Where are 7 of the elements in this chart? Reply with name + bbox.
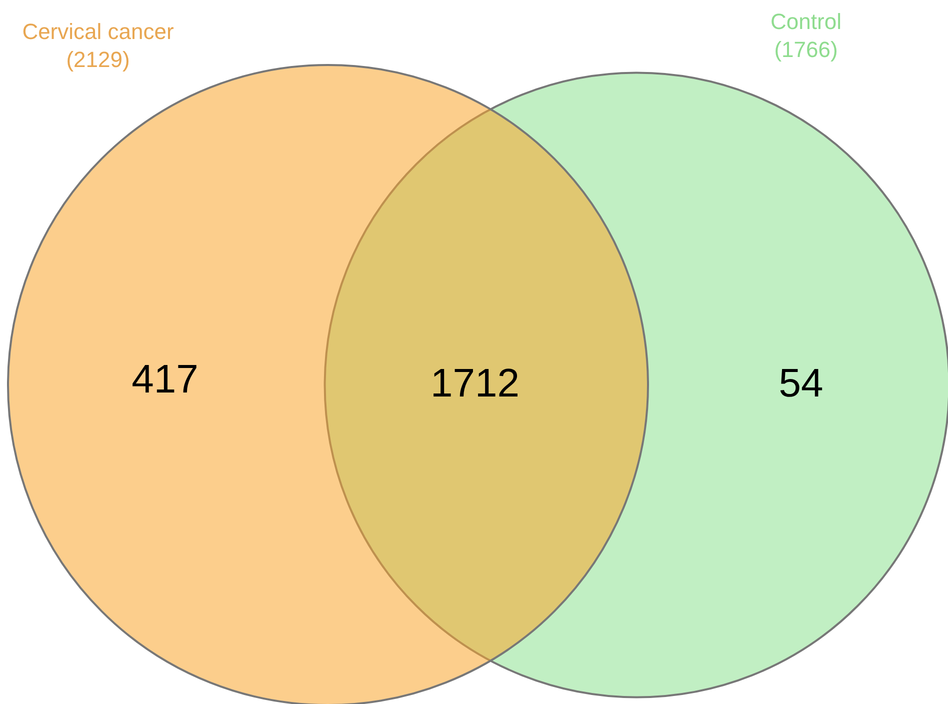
category-label: Control — [770, 8, 842, 34]
text: 417 — [132, 358, 198, 402]
category-label: Cervical cancer — [22, 18, 174, 44]
data-label: (2129) — [66, 46, 130, 72]
data-label: (1766) — [774, 36, 838, 62]
text: 1712 — [430, 362, 520, 406]
text: 54 — [778, 362, 824, 406]
